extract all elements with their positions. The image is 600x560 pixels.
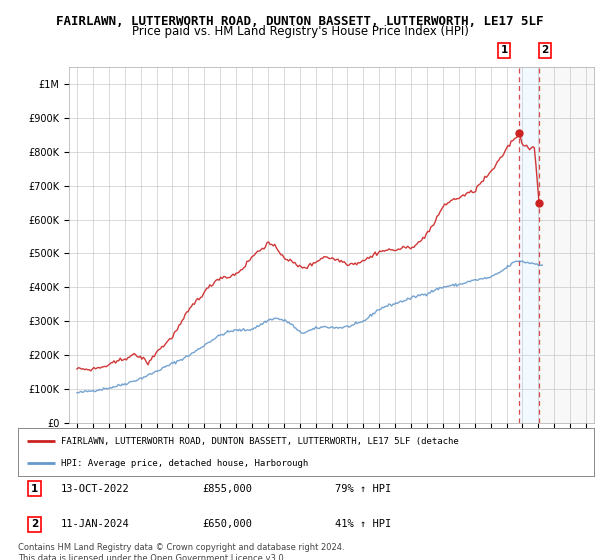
Text: Contains HM Land Registry data © Crown copyright and database right 2024.
This d: Contains HM Land Registry data © Crown c… — [18, 543, 344, 560]
Text: 13-OCT-2022: 13-OCT-2022 — [61, 484, 130, 494]
Bar — [519, 67, 539, 423]
Text: 41% ↑ HPI: 41% ↑ HPI — [335, 519, 391, 529]
Bar — [539, 67, 594, 423]
Text: Price paid vs. HM Land Registry's House Price Index (HPI): Price paid vs. HM Land Registry's House … — [131, 25, 469, 38]
Text: 11-JAN-2024: 11-JAN-2024 — [61, 519, 130, 529]
Text: FAIRLAWN, LUTTERWORTH ROAD, DUNTON BASSETT, LUTTERWORTH, LE17 5LF (detache: FAIRLAWN, LUTTERWORTH ROAD, DUNTON BASSE… — [61, 437, 459, 446]
Text: 1: 1 — [500, 45, 508, 55]
Text: 2: 2 — [541, 45, 548, 55]
Text: £855,000: £855,000 — [202, 484, 253, 494]
Bar — [539, 67, 594, 423]
Text: £650,000: £650,000 — [202, 519, 253, 529]
Text: 2: 2 — [31, 519, 38, 529]
Text: FAIRLAWN, LUTTERWORTH ROAD, DUNTON BASSETT, LUTTERWORTH, LE17 5LF: FAIRLAWN, LUTTERWORTH ROAD, DUNTON BASSE… — [56, 15, 544, 28]
Text: 1: 1 — [31, 484, 38, 494]
Text: 79% ↑ HPI: 79% ↑ HPI — [335, 484, 391, 494]
Text: HPI: Average price, detached house, Harborough: HPI: Average price, detached house, Harb… — [61, 459, 308, 468]
